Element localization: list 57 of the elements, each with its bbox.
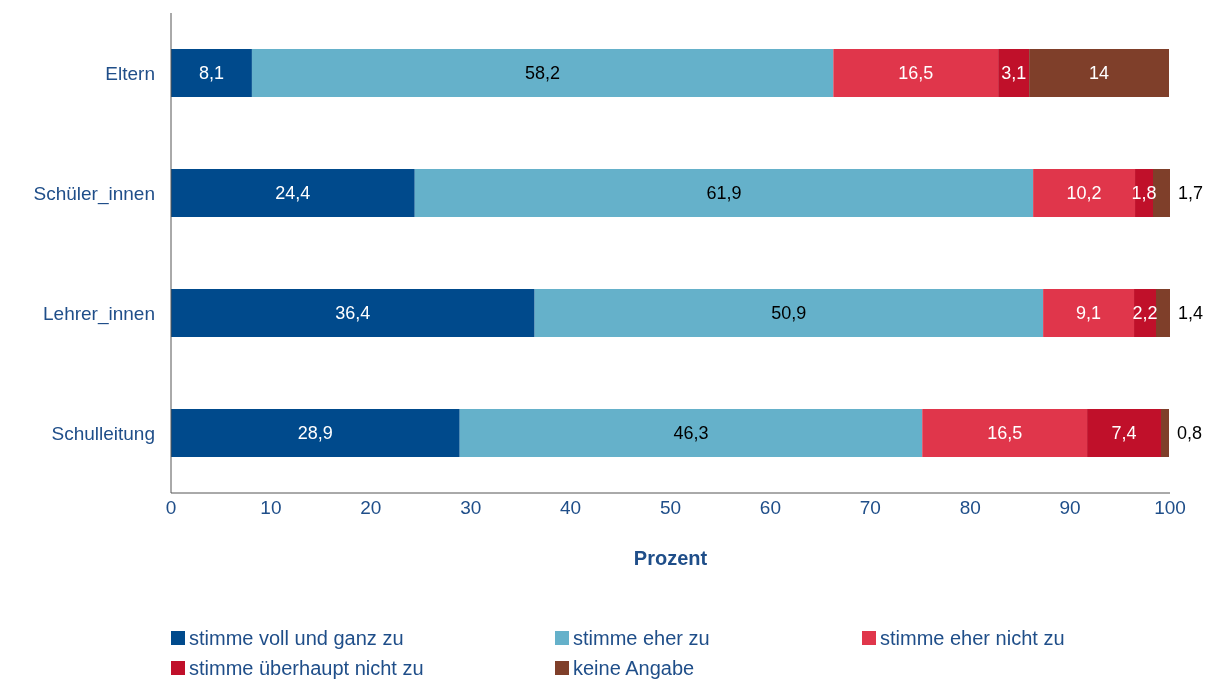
legend-label: stimme überhaupt nicht zu <box>189 656 424 681</box>
x-tick-label: 70 <box>859 497 881 519</box>
data-label: 14 <box>1089 63 1110 84</box>
x-tick-label: 30 <box>460 497 482 519</box>
x-tick-label: 50 <box>659 497 682 519</box>
bar <box>171 289 535 337</box>
x-tick-label: 0 <box>165 497 177 519</box>
bar <box>998 49 1030 97</box>
data-label: 2,2 <box>1132 303 1158 324</box>
bar <box>171 169 415 217</box>
x-axis-title: Prozent <box>633 547 708 569</box>
data-label: 46,3 <box>673 423 709 444</box>
x-tick-label: 10 <box>260 497 282 519</box>
legend-label: stimme voll und ganz zu <box>189 626 404 651</box>
bar <box>251 49 834 97</box>
x-tick-label: 100 <box>1154 497 1186 519</box>
y-tick-label: Schulleitung <box>51 422 155 444</box>
legend-label: stimme eher zu <box>573 626 710 651</box>
data-label: 61,9 <box>706 183 742 204</box>
bar <box>171 409 460 457</box>
legend-label: stimme eher nicht zu <box>880 626 1065 651</box>
data-label: 50,9 <box>771 303 807 324</box>
data-label: 28,9 <box>297 423 333 444</box>
data-label: 24,4 <box>275 183 311 204</box>
data-label: 0,8 <box>1177 423 1203 444</box>
y-tick-label: Lehrer_innen <box>43 302 155 325</box>
y-tick-label: Schüler_innen <box>33 182 155 205</box>
data-label: 9,1 <box>1076 303 1102 324</box>
bar <box>171 49 252 97</box>
bar <box>459 409 923 457</box>
data-label: 1,4 <box>1178 303 1204 324</box>
legend-label: keine Angabe <box>573 656 695 681</box>
bar <box>1161 409 1169 457</box>
data-label: 36,4 <box>335 303 371 324</box>
x-tick-label: 90 <box>1059 497 1081 519</box>
data-label: 8,1 <box>198 63 224 84</box>
data-label: 1,8 <box>1131 183 1157 204</box>
bar <box>414 169 1034 217</box>
data-label: 3,1 <box>1001 63 1027 84</box>
bar <box>1156 289 1170 337</box>
y-tick-label: Eltern <box>105 62 155 84</box>
bar <box>1043 289 1135 337</box>
bar <box>1087 409 1162 457</box>
data-label: 16,5 <box>898 63 934 84</box>
x-tick-label: 80 <box>959 497 981 519</box>
data-label: 7,4 <box>1111 423 1137 444</box>
data-label: 16,5 <box>987 423 1023 444</box>
x-tick-label: 40 <box>560 497 582 519</box>
bar <box>833 49 999 97</box>
x-tick-label: 20 <box>360 497 382 519</box>
data-label: 58,2 <box>525 63 561 84</box>
bar <box>1029 49 1169 97</box>
bar <box>922 409 1088 457</box>
x-tick-label: 60 <box>759 497 781 519</box>
bar <box>534 289 1044 337</box>
data-label: 10,2 <box>1066 183 1102 204</box>
data-label: 1,7 <box>1178 183 1204 204</box>
